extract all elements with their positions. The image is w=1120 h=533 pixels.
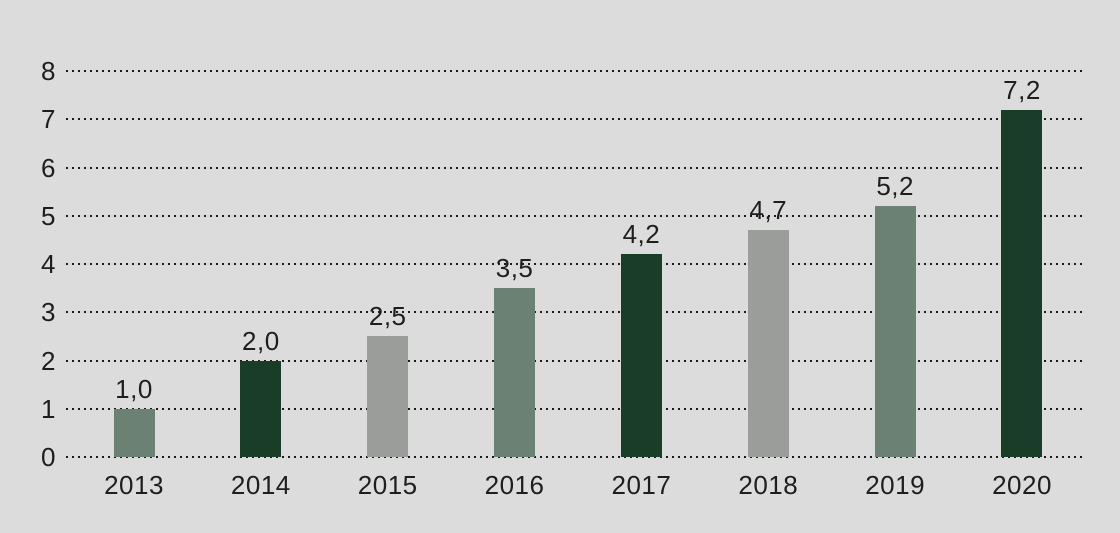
value-label-2014: 2,0: [242, 325, 280, 356]
bar-2018: [747, 230, 789, 457]
bar-2015: [367, 336, 409, 457]
bar-2013: [113, 408, 155, 457]
x-tick-label-2020: 2020: [992, 470, 1052, 500]
bar-2016: [494, 288, 536, 457]
y-tick-label-2: 2: [41, 345, 56, 376]
gridline-3: [66, 311, 1085, 314]
gridline-1: [66, 407, 1085, 410]
bar-2014: [240, 360, 282, 457]
x-tick-label-2019: 2019: [865, 470, 926, 500]
x-tick-label-2013: 2013: [104, 470, 164, 500]
gridline-4: [66, 263, 1085, 265]
x-tick-label-2016: 2016: [484, 470, 545, 500]
y-tick-label-3: 3: [41, 297, 56, 328]
value-label-2018: 4,7: [749, 195, 788, 226]
gridline-7: [66, 118, 1085, 121]
x-tick-label-2017: 2017: [611, 470, 672, 500]
y-tick-label-5: 5: [41, 200, 56, 231]
gridline-6: [66, 166, 1085, 169]
y-tick-label-4: 4: [41, 249, 56, 279]
bar-2020: [1001, 109, 1043, 457]
gridline-0: [66, 456, 1085, 458]
y-tick-label-0: 0: [41, 442, 56, 472]
y-tick-label-8: 8: [41, 56, 56, 86]
x-tick-label-2014: 2014: [230, 470, 291, 500]
value-label-2019: 5,2: [876, 171, 914, 202]
gridline-8: [66, 70, 1085, 72]
value-label-2016: 3,5: [495, 253, 534, 284]
value-label-2017: 4,2: [622, 219, 661, 250]
y-tick-label-7: 7: [41, 104, 56, 135]
x-tick-label-2015: 2015: [357, 470, 418, 500]
bar-2017: [620, 254, 662, 457]
y-tick-label-6: 6: [41, 152, 56, 183]
y-tick-label-1: 1: [41, 393, 56, 424]
value-label-2013: 1,0: [115, 373, 153, 404]
gridline-5: [66, 214, 1085, 217]
bar-2019: [874, 206, 916, 457]
value-label-2015: 2,5: [368, 301, 407, 332]
x-tick-label-2018: 2018: [738, 470, 799, 500]
gridline-2: [66, 359, 1085, 362]
value-label-2020: 7,2: [1003, 74, 1041, 105]
